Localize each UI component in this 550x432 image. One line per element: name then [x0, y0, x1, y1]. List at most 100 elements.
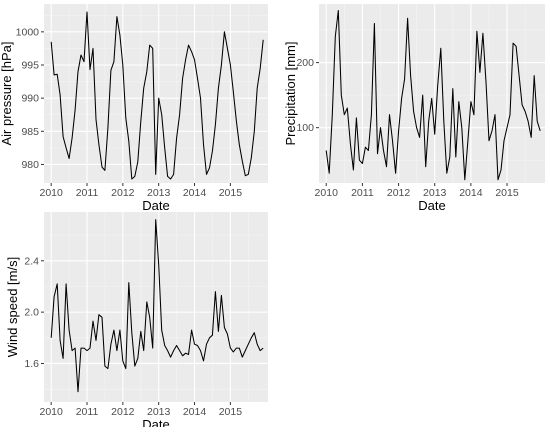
- wind-speed-data-point: [143, 350, 144, 351]
- air-pressure-data-point: [128, 141, 129, 142]
- precipitation-data-point: [386, 166, 387, 167]
- air-pressure-data-point: [131, 178, 132, 179]
- precipitation-data-point: [506, 127, 507, 128]
- wind-speed-data-point: [57, 283, 58, 284]
- precipitation-data-point: [440, 48, 441, 49]
- precipitation-data-point: [338, 10, 339, 11]
- wind-speed-data-point: [212, 335, 213, 336]
- air-pressure-tick-label-x: 2012: [111, 187, 135, 199]
- wind-speed-data-point: [173, 350, 174, 351]
- wind-speed-data-point: [191, 330, 192, 331]
- air-pressure-tick-label-y: 985: [21, 126, 39, 138]
- wind-speed-data-point: [125, 368, 126, 369]
- wind-speed-data-point: [60, 340, 61, 341]
- air-pressure-data-point: [66, 147, 67, 148]
- wind-speed-data-point: [242, 357, 243, 358]
- wind-speed-x-axis-title: Date: [142, 417, 169, 427]
- precipitation-data-point: [389, 114, 390, 115]
- precipitation-data-point: [473, 114, 474, 115]
- wind-speed-data-point: [263, 348, 264, 349]
- wind-speed-data-point: [119, 330, 120, 331]
- precipitation-data-point: [464, 179, 465, 180]
- precipitation-data-point: [374, 23, 375, 24]
- air-pressure-data-point: [197, 78, 198, 79]
- precipitation-data-point: [401, 98, 402, 99]
- precipitation-data-point: [452, 88, 453, 89]
- precipitation-data-point: [467, 140, 468, 141]
- air-pressure-data-point: [69, 158, 70, 159]
- air-pressure-data-point: [57, 74, 58, 75]
- precipitation-data-point: [377, 153, 378, 154]
- wind-speed-data-point: [92, 321, 93, 322]
- precipitation-data-point: [329, 173, 330, 174]
- air-pressure-data-point: [164, 147, 165, 148]
- wind-speed-data-point: [98, 314, 99, 315]
- wind-speed-data-point: [107, 368, 108, 369]
- air-pressure-data-point: [212, 151, 213, 152]
- precipitation-data-point: [494, 114, 495, 115]
- air-pressure-x-axis-title: Date: [142, 198, 169, 213]
- wind-speed-data-point: [146, 301, 147, 302]
- wind-speed-data-point: [131, 332, 132, 333]
- precipitation-tick-label-x: 2015: [495, 187, 519, 199]
- air-pressure-data-point: [248, 174, 249, 175]
- wind-speed-data-point: [167, 350, 168, 351]
- wind-speed-data-point: [80, 348, 81, 349]
- wind-speed-data-point: [197, 345, 198, 346]
- air-pressure-data-point: [215, 124, 216, 125]
- precipitation-y-axis-title: Precipitation [mm]: [283, 41, 298, 145]
- wind-speed-data-point: [75, 348, 76, 349]
- wind-speed-data-point: [51, 337, 52, 338]
- wind-speed-data-point: [152, 348, 153, 349]
- wind-speed-data-point: [155, 219, 156, 220]
- wind-speed-data-point: [248, 344, 249, 345]
- air-pressure-data-point: [149, 45, 150, 46]
- air-pressure-data-point: [146, 71, 147, 72]
- wind-speed-tick-label-x: 2015: [219, 406, 243, 418]
- precipitation-data-point: [482, 33, 483, 34]
- precipitation-data-point: [509, 114, 510, 115]
- precipitation-data-point: [519, 75, 520, 76]
- precipitation-data-point: [365, 147, 366, 148]
- precipitation-data-point: [335, 36, 336, 37]
- wind-speed-data-point: [209, 337, 210, 338]
- wind-speed-data-point: [128, 282, 129, 283]
- air-pressure-data-point: [122, 64, 123, 65]
- air-pressure-data-point: [176, 137, 177, 138]
- air-pressure-tick-label-x: 2015: [219, 187, 243, 199]
- air-pressure-data-point: [170, 178, 171, 179]
- precipitation-tick-label-x: 2013: [423, 187, 447, 199]
- wind-speed-chart: 2010 2011 2012 2013 2014 2015 1.6 2.0 2.4 Date Win…: [5, 212, 268, 432]
- air-pressure-data-point: [104, 170, 105, 171]
- wind-speed-data-point: [149, 317, 150, 318]
- air-pressure-data-point: [107, 127, 108, 128]
- precipitation-data-point: [522, 104, 523, 105]
- wind-speed-data-point: [236, 348, 237, 349]
- precipitation-tick-label-x: 2012: [387, 187, 411, 199]
- precipitation-data-point: [356, 117, 357, 118]
- wind-speed-data-point: [89, 348, 90, 349]
- precipitation-data-point: [395, 173, 396, 174]
- air-pressure-data-point: [188, 45, 189, 46]
- air-pressure-data-point: [224, 31, 225, 32]
- wind-speed-data-point: [185, 353, 186, 354]
- wind-speed-data-point: [122, 360, 123, 361]
- wind-speed-tick-label-x: 2013: [147, 406, 171, 418]
- precipitation-data-point: [410, 75, 411, 76]
- air-pressure-data-point: [134, 176, 135, 177]
- wind-speed-data-point: [188, 354, 189, 355]
- wind-speed-data-point: [113, 330, 114, 331]
- precipitation-data-point: [470, 101, 471, 102]
- air-pressure-tick-label-y: 990: [21, 93, 39, 105]
- air-pressure-data-point: [95, 119, 96, 120]
- wind-speed-data-point: [218, 331, 219, 332]
- precipitation-data-point: [461, 127, 462, 128]
- precipitation-data-point: [413, 111, 414, 112]
- wind-speed-tick-label-y: 2.4: [24, 255, 39, 267]
- precipitation-data-point: [392, 140, 393, 141]
- precipitation-tick-label-y: 200: [296, 57, 314, 69]
- wind-speed-data-point: [77, 391, 78, 392]
- wind-speed-data-point: [227, 333, 228, 334]
- precipitation-data-point: [347, 108, 348, 109]
- precipitation-data-point: [425, 166, 426, 167]
